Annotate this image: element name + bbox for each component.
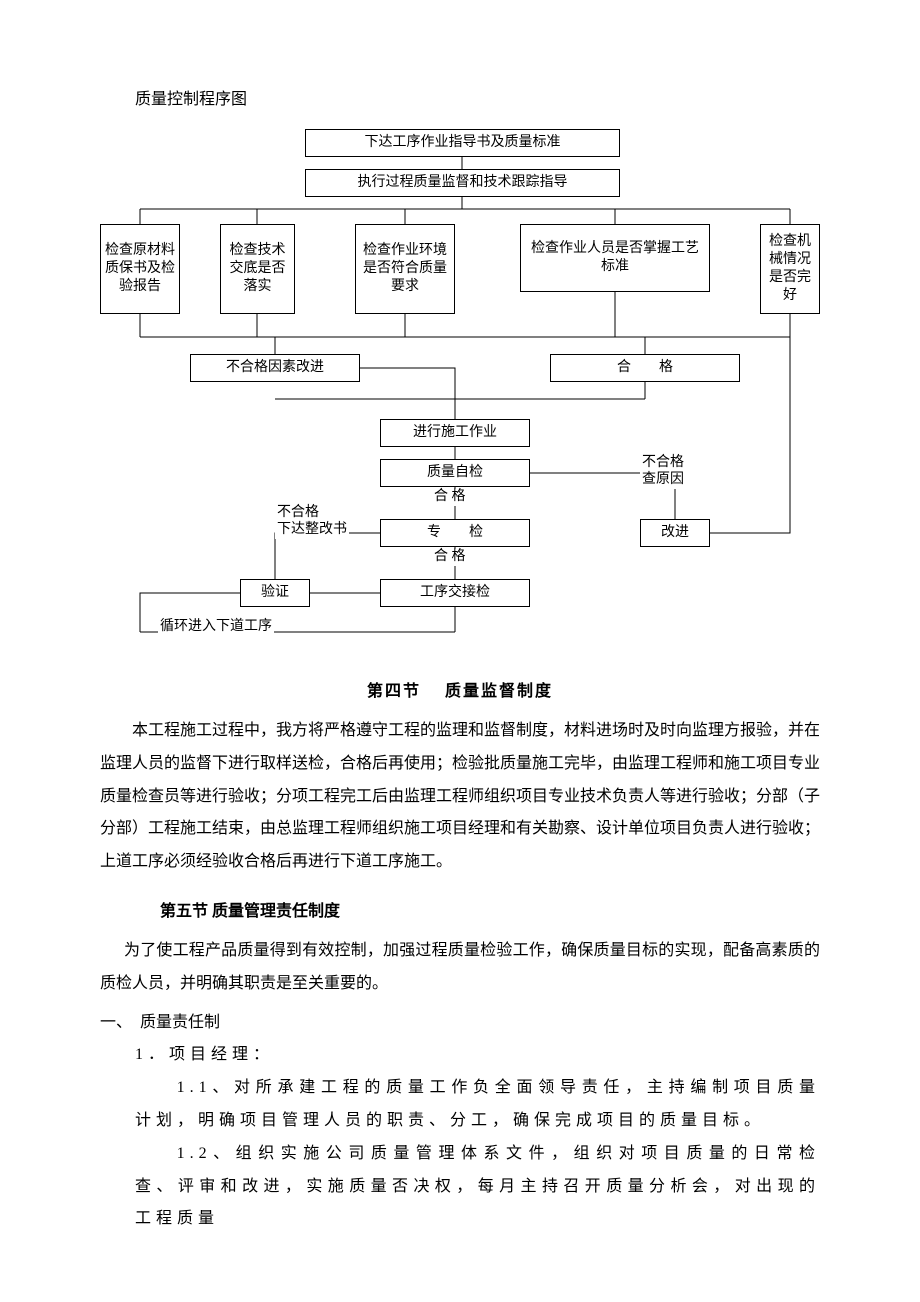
flowchart-node-improve2: 改进 xyxy=(640,519,710,547)
flowchart-node-check4: 检查作业人员是否掌握工艺标准 xyxy=(520,224,710,292)
section5-h1: 一、 质量责任制 xyxy=(100,1007,820,1040)
page-title: 质量控制程序图 xyxy=(135,85,820,109)
flowchart-label-lbl_ng_doc: 不合格下达整改书 xyxy=(275,505,349,539)
flowchart-node-check3: 检查作业环境是否符合质量要求 xyxy=(355,224,455,314)
section5-heading: 第五节 质量管理责任制度 xyxy=(160,897,820,921)
flowchart-node-check2: 检查技术交底是否落实 xyxy=(220,224,295,314)
flowchart-node-spec: 专 检 xyxy=(380,519,530,547)
flowchart-node-top2: 执行过程质量监督和技术跟踪指导 xyxy=(305,169,620,197)
flowchart-label-lbl_loop: 循环进入下道工序 xyxy=(158,619,274,636)
section4-paragraph: 本工程施工过程中，我方将严格遵守工程的监理和监督制度，材料进场时及时向监理方报验… xyxy=(100,715,820,879)
flowchart-node-selfchk: 质量自检 xyxy=(380,459,530,487)
flowchart-node-handover: 工序交接检 xyxy=(380,579,530,607)
flowchart-node-improve: 不合格因素改进 xyxy=(190,354,360,382)
flowchart-label-lbl_ok1: 合 格 xyxy=(432,489,468,506)
section5-item1-1: 1.1、对所承建工程的质量工作负全面领导责任，主持编制项目质量计划，明确项目管理… xyxy=(135,1072,820,1138)
flowchart-node-check5: 检查机械情况是否完好 xyxy=(760,224,820,314)
section5-item1-title: 1．项目经理： xyxy=(135,1039,820,1072)
section5-item1-2-text: 1.2、组织实施公司质量管理体系文件，组织对项目质量的日常检查、评审和改进，实施… xyxy=(135,1145,820,1228)
flowchart: 下达工序作业指导书及质量标准执行过程质量监督和技术跟踪指导检查原材料质保书及检验… xyxy=(100,129,820,659)
flowchart-node-pass1: 合 格 xyxy=(550,354,740,382)
flowchart-node-verify: 验证 xyxy=(240,579,310,607)
section5-paragraph: 为了使工程产品质量得到有效控制，加强过程质量检验工作，确保质量目标的实现，配备高… xyxy=(100,935,820,1001)
flowchart-label-lbl_ok2: 合 格 xyxy=(432,549,468,566)
flowchart-node-check1: 检查原材料质保书及检验报告 xyxy=(100,224,180,314)
section5-item1-2: 1.2、组织实施公司质量管理体系文件，组织对项目质量的日常检查、评审和改进，实施… xyxy=(135,1138,820,1236)
section4-heading: 第四节 质量监督制度 xyxy=(100,677,820,701)
flowchart-node-top1: 下达工序作业指导书及质量标准 xyxy=(305,129,620,157)
flowchart-node-work: 进行施工作业 xyxy=(380,419,530,447)
flowchart-label-lbl_ng_reason: 不合格查原因 xyxy=(640,455,686,489)
section5-item1-1-text: 1.1、对所承建工程的质量工作负全面领导责任，主持编制项目质量计划，明确项目管理… xyxy=(135,1079,820,1129)
